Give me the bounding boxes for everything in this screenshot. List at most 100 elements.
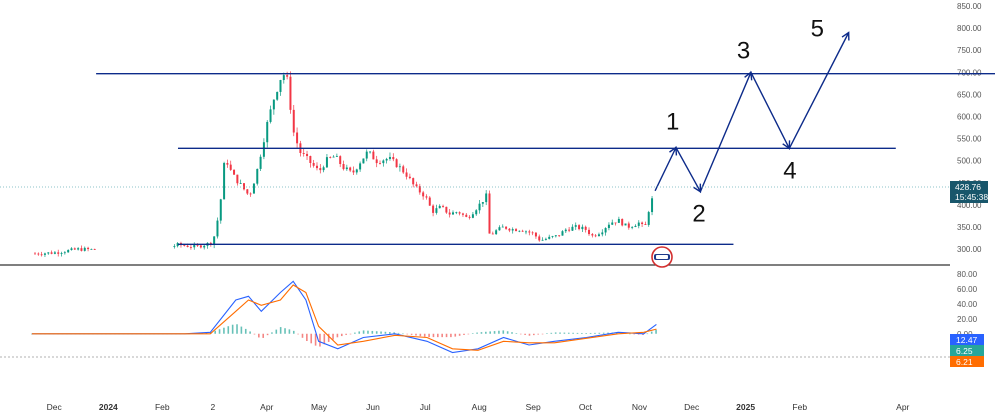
histogram-bar (292, 330, 295, 334)
histogram-bar (297, 333, 299, 335)
candle-body (40, 254, 43, 256)
histogram-bar (493, 331, 496, 334)
histogram-bar (594, 332, 596, 334)
histogram-bar (642, 333, 644, 336)
candle-body (495, 230, 498, 235)
histogram-bar (445, 333, 448, 338)
indicator-tick-label: 40.00 (957, 300, 978, 309)
wave-label: 2 (692, 201, 705, 228)
candle-body (581, 226, 584, 230)
histogram-bar (502, 330, 505, 334)
histogram-bar (576, 332, 579, 334)
x-tick-label: Apr (260, 402, 273, 412)
exchange-logo-icon[interactable] (651, 246, 673, 268)
histogram-bar (218, 329, 221, 334)
histogram-bar (629, 333, 631, 335)
candle-body (43, 253, 46, 255)
candle-body (541, 239, 544, 241)
candle-body (223, 163, 226, 200)
candle-body (432, 205, 435, 213)
candle-body (521, 230, 524, 232)
wave-path[interactable] (654, 31, 850, 194)
candle-body (551, 236, 554, 238)
candle-body (405, 172, 408, 177)
candle-body (611, 222, 614, 225)
candle-body (246, 189, 249, 194)
candle-body (498, 227, 501, 231)
histogram-bar (262, 333, 265, 338)
histogram-bar (319, 333, 321, 347)
candle-body (448, 212, 451, 215)
histogram-bar (537, 333, 540, 335)
horizontal-levels[interactable] (96, 72, 995, 245)
histogram-bar (441, 333, 443, 338)
price-tick-label: 350.00 (957, 223, 982, 232)
candle-body (647, 212, 650, 225)
price-tick-label: 300.00 (957, 245, 982, 254)
candle-body (564, 229, 567, 232)
histogram-bar (31, 333, 33, 335)
histogram-bar (323, 333, 326, 345)
price-tick-label: 600.00 (957, 113, 982, 122)
candle-body (597, 234, 600, 236)
histogram-bar (432, 333, 435, 338)
last-price-value: 428.76 (955, 182, 981, 192)
candle-body (53, 252, 56, 254)
histogram-bar (244, 328, 247, 334)
histogram-bar (471, 333, 474, 334)
candle-body (60, 253, 63, 254)
candle-body (349, 167, 352, 171)
candle-body (252, 183, 255, 194)
candle-body (306, 153, 309, 157)
histogram-bar (528, 333, 531, 336)
candle-body (468, 216, 471, 218)
candle-body (73, 248, 76, 250)
histogram-bar (423, 333, 426, 337)
candle-body (624, 223, 627, 226)
histogram-bar (249, 331, 251, 334)
candle-body (315, 165, 318, 169)
x-tick-label: Dec (47, 402, 63, 412)
candle-body (47, 252, 50, 254)
candle-body (534, 232, 537, 237)
candle-body (395, 159, 398, 168)
signal-line (31, 284, 657, 351)
candle-body (488, 193, 491, 234)
candle-body (607, 224, 610, 229)
badge-teal-value: 6.25 (956, 346, 973, 356)
last-price-badge: 428.76 15:45:38 (950, 181, 988, 203)
candle-body (481, 202, 484, 204)
histogram-bar (515, 333, 518, 334)
histogram-bar (585, 333, 588, 334)
candle-body (219, 199, 222, 221)
candle-body (289, 76, 292, 110)
histogram-bar (362, 330, 365, 334)
histogram-bar (550, 332, 553, 334)
candle-body (176, 243, 179, 247)
histogram-bar (650, 331, 653, 334)
candle-body (422, 192, 425, 197)
histogram-bar (467, 333, 470, 335)
candle-body (173, 246, 176, 247)
candle-body (465, 214, 468, 217)
candle-body (435, 208, 438, 213)
candle-body (631, 226, 634, 228)
histogram-bar (581, 332, 583, 334)
candle-body (282, 75, 285, 81)
candle-body (591, 234, 594, 236)
wave-polyline[interactable] (654, 32, 850, 194)
candle-body (355, 169, 358, 173)
x-tick-label: Nov (632, 402, 648, 412)
histogram-bar (607, 332, 609, 334)
candle-body (561, 231, 564, 236)
candle-body (312, 162, 315, 166)
indicator-badges: 12.47 6.25 6.21 (950, 334, 984, 367)
candle-body (392, 157, 395, 160)
histogram-bar (480, 332, 483, 334)
wave-arrowhead (744, 70, 753, 81)
candle-body (458, 212, 461, 214)
wave-label: 3 (737, 37, 750, 64)
candle-body (641, 222, 644, 225)
candle-body (385, 158, 388, 161)
price-tick-label: 650.00 (957, 90, 982, 99)
